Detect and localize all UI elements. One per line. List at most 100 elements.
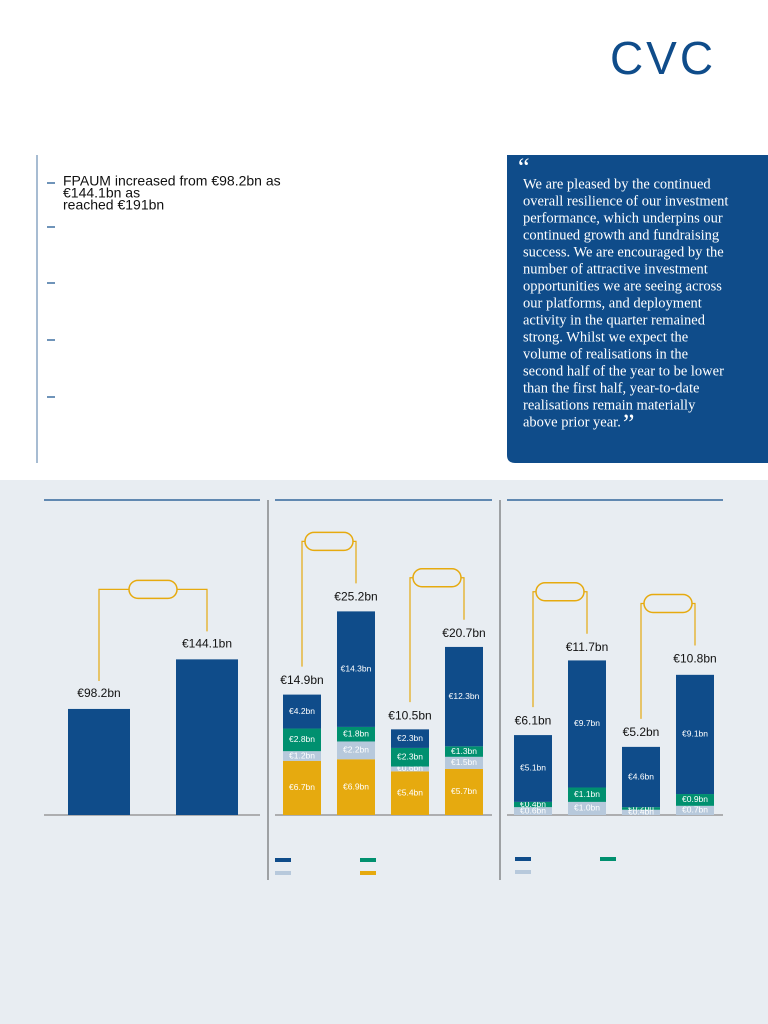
total-label: €10.8bn bbox=[673, 652, 716, 666]
logo: CVC bbox=[610, 32, 716, 84]
legend-swatch bbox=[360, 858, 376, 862]
bar-segment bbox=[391, 729, 429, 748]
segment-label: €9.1bn bbox=[682, 729, 708, 739]
bar-segment bbox=[568, 801, 606, 815]
bullet-text: €144.1bn as bbox=[63, 185, 140, 201]
legend-swatch bbox=[600, 857, 616, 861]
quote-line: our platforms, and deployment bbox=[523, 295, 702, 311]
bar-segment bbox=[676, 805, 714, 815]
bar-segment bbox=[676, 674, 714, 795]
bracket-pill bbox=[128, 579, 178, 600]
legend-swatch bbox=[515, 870, 531, 874]
bar-label: €98.2bn bbox=[77, 686, 120, 700]
bar bbox=[68, 708, 130, 815]
bar-segment bbox=[391, 766, 429, 772]
segment-label: €12.3bn bbox=[449, 691, 480, 701]
bar-segment bbox=[391, 771, 429, 815]
bar-segment bbox=[283, 760, 321, 815]
quote-close: ” bbox=[623, 409, 635, 438]
total-label: €11.7bn bbox=[566, 640, 609, 654]
bar-segment bbox=[337, 611, 375, 727]
bar-label: €144.1bn bbox=[182, 637, 232, 651]
segment-label: €6.9bn bbox=[343, 781, 369, 791]
quote-line: We are pleased by the continued bbox=[523, 176, 711, 192]
segment-label: €4.2bn bbox=[289, 706, 315, 716]
total-label: €6.1bn bbox=[515, 713, 552, 727]
segment-label: €0.6bn bbox=[520, 805, 546, 815]
bullet-text: reached €191bn bbox=[63, 197, 164, 213]
segment-label: €9.7bn bbox=[574, 718, 600, 728]
segment-label: €2.3bn bbox=[397, 733, 423, 743]
segment-label: €2.8bn bbox=[289, 734, 315, 744]
bar-segment bbox=[622, 746, 660, 808]
bar-segment bbox=[568, 660, 606, 788]
segment-label: €0.9bn bbox=[682, 794, 708, 804]
bar-segment bbox=[337, 741, 375, 760]
quote-open: “ bbox=[518, 153, 530, 182]
total-label: €10.5bn bbox=[388, 708, 431, 722]
bar-segment bbox=[514, 735, 552, 802]
quote-line: success. We are encouraged by the bbox=[523, 244, 724, 260]
bar-segment bbox=[283, 728, 321, 752]
bar-segment bbox=[283, 694, 321, 729]
bar-segment bbox=[514, 807, 552, 815]
bracket-pill bbox=[304, 531, 354, 552]
total-label: €14.9bn bbox=[280, 673, 323, 687]
total-label: €5.2bn bbox=[623, 725, 660, 739]
quote-box bbox=[507, 155, 768, 463]
quote-line: number of attractive investment bbox=[523, 261, 708, 277]
segment-label: €5.7bn bbox=[451, 786, 477, 796]
segment-label: €2.2bn bbox=[343, 745, 369, 755]
bar-segment bbox=[514, 801, 552, 808]
quote-line: performance, which underpins our bbox=[523, 210, 723, 226]
bar-segment bbox=[445, 768, 483, 815]
segment-label: €1.3bn bbox=[451, 746, 477, 756]
legend-swatch bbox=[275, 858, 291, 862]
quote-line: realisations remain materially bbox=[523, 397, 696, 413]
bar-segment bbox=[337, 726, 375, 742]
segment-label: €2.3bn bbox=[397, 751, 423, 761]
bar-segment bbox=[676, 794, 714, 806]
segment-label: €1.8bn bbox=[343, 728, 369, 738]
segment-label: €0.2bn bbox=[628, 803, 654, 813]
quote-line: second half of the year to be lower bbox=[523, 363, 724, 379]
bar-segment bbox=[391, 747, 429, 767]
segment-label: €1.5bn bbox=[451, 757, 477, 767]
segment-label: €4.6bn bbox=[628, 771, 654, 781]
segment-label: €0.4bn bbox=[520, 799, 546, 809]
segment-label: €1.2bn bbox=[289, 750, 315, 760]
segment-label: €6.7bn bbox=[289, 782, 315, 792]
segment-label: €5.4bn bbox=[397, 787, 423, 797]
bar-segment bbox=[445, 646, 483, 747]
legend-swatch bbox=[360, 871, 376, 875]
segment-label: €0.7bn bbox=[682, 805, 708, 815]
segment-label: €5.1bn bbox=[520, 763, 546, 773]
bullet-text: FPAUM increased from €98.2bn as bbox=[63, 173, 281, 189]
segment-label: €14.3bn bbox=[341, 663, 372, 673]
bar bbox=[176, 659, 238, 815]
segment-label: €1.1bn bbox=[574, 789, 600, 799]
quote-line: continued growth and fundraising bbox=[523, 227, 719, 243]
bar-segment bbox=[568, 787, 606, 802]
quote-line: than the first half, year-to-date bbox=[523, 380, 699, 396]
segment-label: €0.6bn bbox=[397, 763, 423, 773]
bracket-pill bbox=[643, 593, 693, 614]
segment-label: €1.0bn bbox=[574, 803, 600, 813]
bar-segment bbox=[445, 746, 483, 757]
bar-segment bbox=[622, 809, 660, 815]
segment-label: €0.4bn bbox=[628, 807, 654, 817]
bullet-dashes bbox=[47, 182, 55, 398]
quote-line: activity in the quarter remained bbox=[523, 312, 706, 328]
bar-segment bbox=[445, 756, 483, 769]
bar-segment bbox=[283, 751, 321, 761]
quote-line: strong. Whilst we expect the bbox=[523, 329, 688, 345]
quote-line: volume of realisations in the bbox=[523, 346, 688, 362]
bar-segment bbox=[337, 759, 375, 815]
legend-swatch bbox=[515, 857, 531, 861]
chart-dividers bbox=[267, 500, 501, 880]
bracket-pill bbox=[412, 567, 462, 588]
total-label: €25.2bn bbox=[334, 590, 377, 604]
quote-line: opportunities we are seeing across bbox=[523, 278, 722, 294]
